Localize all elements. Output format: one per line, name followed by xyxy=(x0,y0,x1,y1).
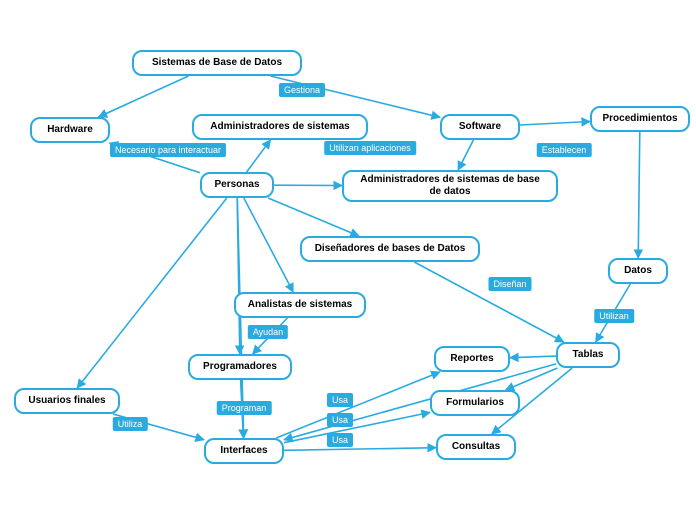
node-label: Software xyxy=(459,121,501,134)
edge-label-datos-tablas: Utilizan xyxy=(594,309,634,323)
edge-interfaces-reportes xyxy=(276,372,440,438)
edge-interfaces-formularios xyxy=(284,412,430,442)
node-label: Formularios xyxy=(446,397,504,410)
node-label: Diseñadores de bases de Datos xyxy=(315,243,466,256)
edge-label-disenadores-tablas: Diseñan xyxy=(488,277,531,291)
node-label: Consultas xyxy=(452,441,500,454)
edge-label-usuarios-interfaces: Utiliza xyxy=(113,417,148,431)
edge-label-software-adminbd: Establecen xyxy=(537,143,592,157)
node-hardware[interactable]: Hardware xyxy=(30,117,110,143)
node-label: Sistemas de Base de Datos xyxy=(152,57,282,70)
node-label: Interfaces xyxy=(220,445,267,458)
edge-label-sbd-software: Gestiona xyxy=(279,83,325,97)
edge-software-proc xyxy=(520,122,590,126)
edge-personas-analistas xyxy=(244,198,293,292)
edge-label-interfaces-reportes: Usa xyxy=(327,393,353,407)
edge-personas-prog xyxy=(237,198,240,354)
node-label: Analistas de sistemas xyxy=(248,299,353,312)
node-analistas[interactable]: Analistas de sistemas xyxy=(234,292,366,318)
node-sbd[interactable]: Sistemas de Base de Datos xyxy=(132,50,302,76)
node-label: Datos xyxy=(624,265,652,278)
edge-tablas-reportes xyxy=(510,356,556,358)
edge-interfaces-consultas xyxy=(284,448,436,451)
node-label: Administradores de sistemas xyxy=(210,121,350,134)
node-label: Tablas xyxy=(573,349,604,362)
edge-personas-disenadores xyxy=(268,198,359,236)
node-disenadores[interactable]: Diseñadores de bases de Datos xyxy=(300,236,480,262)
node-proc[interactable]: Procedimientos xyxy=(590,106,690,132)
node-consultas[interactable]: Consultas xyxy=(436,434,516,460)
node-prog[interactable]: Programadores xyxy=(188,354,292,380)
edge-label-interfaces-consultas: Usa xyxy=(327,433,353,447)
edge-proc-datos xyxy=(638,132,640,258)
node-label: Reportes xyxy=(450,353,493,366)
edge-sbd-hardware xyxy=(99,76,189,117)
node-formularios[interactable]: Formularios xyxy=(430,390,520,416)
node-label: Usuarios finales xyxy=(28,395,105,408)
node-label: Administradores de sistemas de base de d… xyxy=(354,174,546,199)
diagram-canvas: Sistemas de Base de Datos Hardware Adminis… xyxy=(0,0,696,520)
edge-personas-adminsis xyxy=(247,140,271,172)
edge-software-adminbd xyxy=(458,140,473,170)
node-label: Programadores xyxy=(203,361,277,374)
node-adminbd[interactable]: Administradores de sistemas de base de d… xyxy=(342,170,558,202)
edge-label-prog-interfaces: Programan xyxy=(217,401,272,415)
edge-label-personas-hardware: Necesario para interactuar xyxy=(110,143,226,157)
node-label: Hardware xyxy=(47,124,93,137)
edge-label-analistas-prog: Ayudan xyxy=(248,325,288,339)
edge-label-interfaces-formularios: Usa xyxy=(327,413,353,427)
edge-label-personas-adminbd: Utilizan aplicaciones xyxy=(324,141,416,155)
node-adminsis[interactable]: Administradores de sistemas xyxy=(192,114,368,140)
node-tablas[interactable]: Tablas xyxy=(556,342,620,368)
node-reportes[interactable]: Reportes xyxy=(434,346,510,372)
node-personas[interactable]: Personas xyxy=(200,172,274,198)
node-label: Personas xyxy=(214,179,259,192)
node-software[interactable]: Software xyxy=(440,114,520,140)
node-usuarios[interactable]: Usuarios finales xyxy=(14,388,120,414)
node-interfaces[interactable]: Interfaces xyxy=(204,438,284,464)
node-label: Procedimientos xyxy=(602,113,677,126)
node-datos[interactable]: Datos xyxy=(608,258,668,284)
edge-tablas-formularios xyxy=(506,368,558,390)
edge-disenadores-tablas xyxy=(414,262,563,342)
